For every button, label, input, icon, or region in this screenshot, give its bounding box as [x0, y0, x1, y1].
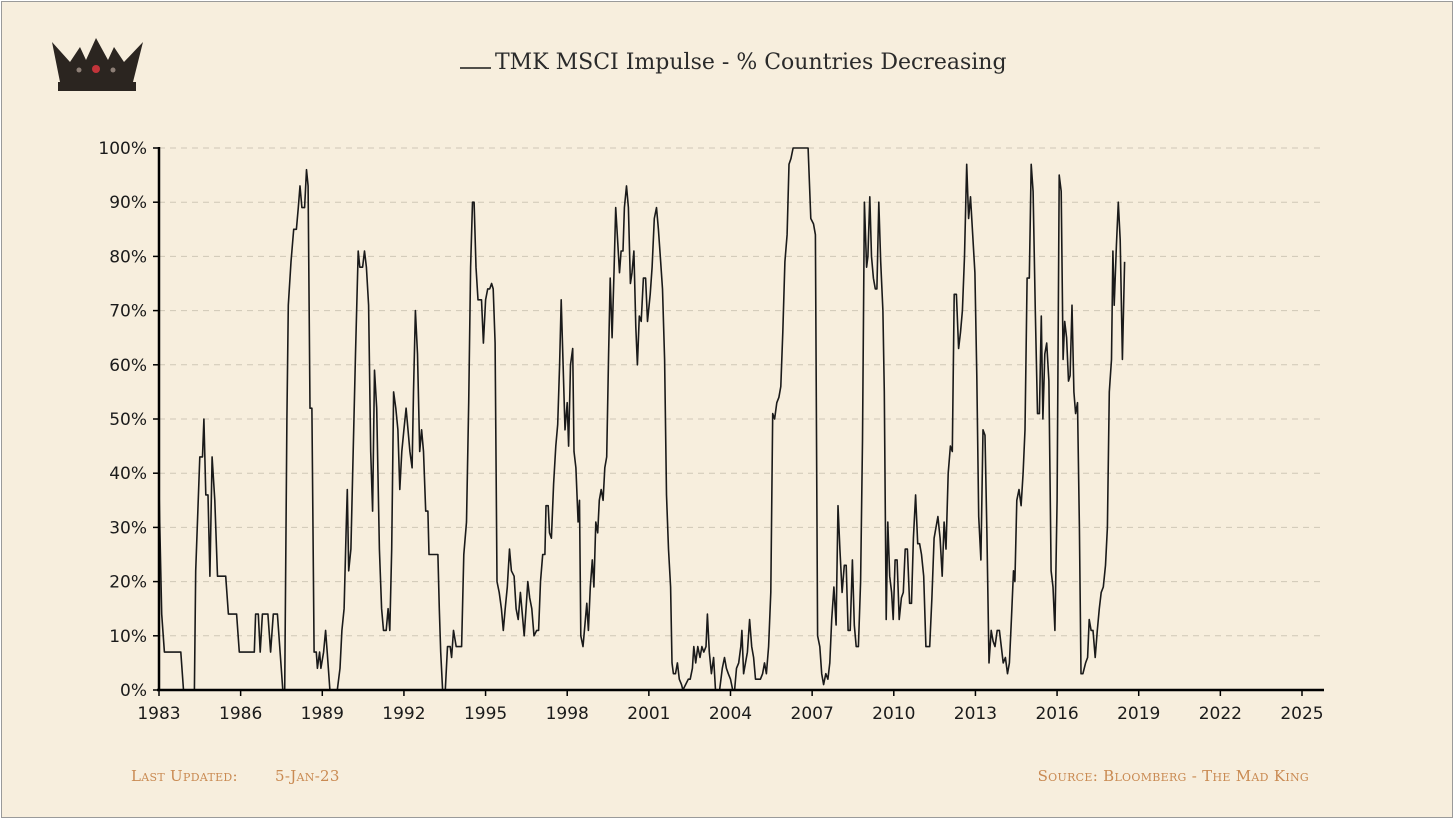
x-tick-label: 1995 — [464, 704, 507, 724]
y-tick-label: 20% — [109, 573, 147, 593]
x-tick-label: 1983 — [137, 704, 180, 724]
y-tick-label: 80% — [109, 247, 147, 267]
last-updated-label: Last Updated: — [131, 767, 238, 785]
y-tick-label: 0% — [120, 681, 147, 701]
source-credit: Source: Bloomberg - The Mad King — [1038, 767, 1309, 785]
x-tick-label: 1992 — [382, 704, 425, 724]
y-tick-label: 40% — [109, 464, 147, 484]
y-tick-label: 10% — [109, 627, 147, 647]
x-tick-label: 2010 — [872, 704, 915, 724]
x-tick-label: 2019 — [1117, 704, 1160, 724]
x-tick-label: 2004 — [709, 704, 752, 724]
x-tick-label: 1989 — [301, 704, 344, 724]
y-tick-label: 70% — [109, 302, 147, 322]
crown-logo-icon — [52, 38, 143, 91]
chart-legend: TMK MSCI Impulse - % Countries Decreasin… — [460, 50, 1007, 75]
y-tick-label: 60% — [109, 356, 147, 376]
x-axis-ticks: 1983 1986 1989 1992 1995 1998 2001 2004 2007 2010… — [137, 690, 1324, 724]
grid-lines — [159, 147, 1324, 637]
y-tick-label: 100% — [98, 139, 147, 159]
x-tick-label: 2001 — [627, 704, 670, 724]
last-updated-value: 5-Jan-23 — [275, 767, 340, 785]
x-tick-label: 2016 — [1035, 704, 1078, 724]
x-tick-label: 2022 — [1199, 704, 1242, 724]
y-tick-label: 30% — [109, 518, 147, 538]
x-tick-label: 1998 — [546, 704, 589, 724]
x-tick-label: 2025 — [1280, 704, 1323, 724]
x-tick-label: 2007 — [791, 704, 834, 724]
series-group — [158, 147, 1126, 691]
x-tick-label: 1986 — [219, 704, 262, 724]
y-tick-label: 50% — [109, 410, 147, 430]
y-axis-ticks: 0% 10% 20% 30% 40% 50% 60% 70% 80% 90% 100% — [98, 139, 159, 701]
series-line — [158, 147, 1126, 691]
chart-title: TMK MSCI Impulse - % Countries Decreasin… — [495, 50, 1007, 75]
y-tick-label: 90% — [109, 193, 147, 213]
x-tick-label: 2013 — [954, 704, 997, 724]
